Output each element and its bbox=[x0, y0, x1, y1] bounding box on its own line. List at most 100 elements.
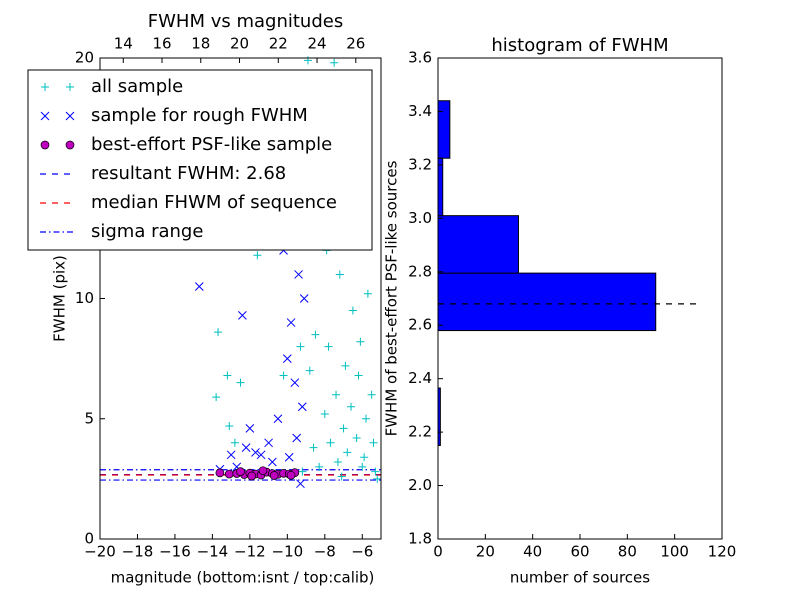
data-point bbox=[214, 328, 223, 337]
data-point bbox=[320, 409, 329, 418]
data-point bbox=[226, 450, 236, 460]
data-point bbox=[279, 371, 288, 380]
chart-title: FWHM vs magnitudes bbox=[148, 11, 343, 32]
legend-box bbox=[27, 69, 373, 251]
data-point bbox=[360, 453, 369, 462]
y-tick-label: 2.0 bbox=[408, 476, 432, 494]
y-tick-label: 3.6 bbox=[408, 49, 432, 67]
data-point bbox=[236, 378, 245, 387]
data-point bbox=[286, 470, 296, 480]
bar bbox=[437, 157, 444, 217]
data-point bbox=[247, 471, 257, 481]
legend-marker bbox=[65, 111, 75, 121]
bar bbox=[437, 100, 451, 159]
data-point bbox=[352, 433, 361, 442]
data-point bbox=[251, 448, 260, 457]
data-point bbox=[339, 424, 348, 433]
data-point bbox=[290, 378, 300, 388]
y-tick-label: 2.2 bbox=[408, 423, 432, 441]
data-point bbox=[212, 393, 221, 402]
data-point bbox=[337, 472, 346, 481]
bar bbox=[437, 215, 519, 274]
data-point bbox=[362, 414, 371, 423]
legend-label: sample for rough FWHM bbox=[91, 105, 308, 126]
data-point bbox=[356, 337, 365, 346]
x-tick-label: −20 bbox=[84, 543, 116, 561]
data-point bbox=[305, 366, 314, 375]
data-point bbox=[326, 438, 335, 447]
data-point bbox=[282, 354, 292, 363]
data-point bbox=[294, 270, 303, 279]
data-point bbox=[367, 390, 376, 399]
x2-tick-label: 26 bbox=[346, 35, 365, 53]
data-point bbox=[333, 458, 342, 467]
y-axis-label: FWHM of best-effort PSF-like sources bbox=[383, 160, 401, 436]
y-tick-label: 2.8 bbox=[408, 262, 432, 280]
x-tick-label: 20 bbox=[476, 543, 495, 561]
data-point bbox=[363, 289, 372, 298]
data-point bbox=[299, 294, 309, 303]
data-point bbox=[236, 467, 245, 477]
data-point bbox=[258, 466, 268, 476]
legend-label: resultant FWHM: 2.68 bbox=[91, 163, 286, 184]
y-tick-label: 20 bbox=[75, 49, 94, 67]
data-point bbox=[296, 479, 305, 489]
data-point bbox=[373, 474, 382, 483]
data-point bbox=[256, 450, 266, 460]
y-tick-label: 2.4 bbox=[408, 369, 432, 387]
x-tick-label: −6 bbox=[351, 543, 373, 561]
data-point bbox=[297, 402, 307, 412]
x-tick-label: −16 bbox=[159, 543, 191, 561]
data-point bbox=[315, 462, 324, 471]
data-point bbox=[309, 443, 318, 452]
x-tick-label: 100 bbox=[660, 543, 689, 561]
data-point bbox=[215, 468, 225, 478]
data-point bbox=[292, 433, 302, 443]
data-point bbox=[369, 438, 378, 447]
data-point bbox=[298, 467, 307, 476]
data-point bbox=[253, 251, 262, 260]
y-axis-label: FWHM (pix) bbox=[51, 255, 69, 342]
x-tick-label: −14 bbox=[197, 543, 229, 561]
data-point bbox=[284, 452, 294, 462]
x-tick-label: 40 bbox=[523, 543, 542, 561]
bar bbox=[437, 272, 657, 332]
x2-tick-label: 24 bbox=[308, 35, 327, 53]
x-axis-label: magnitude (bottom:isnt / top:calib) bbox=[111, 569, 375, 587]
legend: all sample sample for rough FWHM best-effo… bbox=[27, 69, 373, 251]
data-point bbox=[223, 371, 232, 380]
data-point bbox=[358, 462, 367, 471]
legend-label: best-effort PSF-like sample bbox=[91, 134, 332, 155]
data-point bbox=[371, 467, 380, 476]
data-point bbox=[225, 421, 234, 430]
data-point bbox=[245, 424, 255, 433]
data-point bbox=[341, 361, 350, 370]
y-tick-label: 2.6 bbox=[408, 316, 432, 334]
data-point bbox=[273, 414, 283, 424]
data-point bbox=[296, 342, 305, 351]
x-tick-label: −12 bbox=[234, 543, 266, 561]
data-point bbox=[224, 469, 234, 479]
legend-marker bbox=[41, 83, 49, 91]
data-point bbox=[348, 306, 357, 315]
y-tick-label: 3.0 bbox=[408, 209, 432, 227]
y-tick-label: 1.8 bbox=[408, 530, 432, 548]
data-point bbox=[286, 318, 296, 327]
data-point bbox=[194, 282, 204, 291]
data-point bbox=[335, 270, 344, 279]
x-tick-label: 60 bbox=[570, 543, 589, 561]
data-point bbox=[347, 402, 356, 411]
x-tick-label: 80 bbox=[618, 543, 637, 561]
x-tick-label: 120 bbox=[708, 543, 737, 561]
legend-marker bbox=[40, 111, 50, 121]
y-tick-label: 10 bbox=[75, 289, 94, 307]
x2-tick-label: 18 bbox=[191, 35, 210, 53]
chart-title: histogram of FWHM bbox=[491, 35, 668, 56]
y-tick-label: 3.2 bbox=[408, 155, 432, 173]
data-point bbox=[343, 448, 352, 457]
data-point bbox=[238, 310, 247, 320]
data-point bbox=[311, 330, 320, 339]
x2-tick-label: 16 bbox=[152, 35, 171, 53]
data-point bbox=[269, 471, 279, 480]
